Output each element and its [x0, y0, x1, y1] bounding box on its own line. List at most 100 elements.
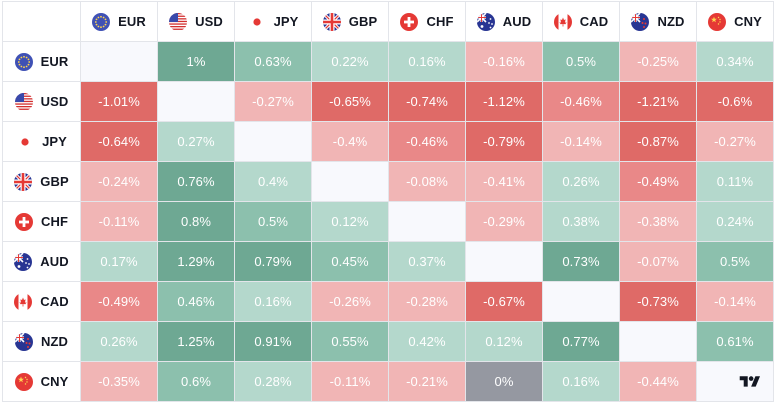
heatmap-cell-cad-eur[interactable]: -0.49% [81, 282, 158, 322]
heatmap-cell-gbp-cny[interactable]: 0.11% [697, 162, 774, 202]
row-header-eur[interactable]: EUR [3, 42, 81, 82]
row-header-cad[interactable]: CAD [3, 282, 81, 322]
heatmap-cell-gbp-eur[interactable]: -0.24% [81, 162, 158, 202]
cn-flag-icon [14, 372, 33, 391]
heatmap-cell-jpy-eur[interactable]: -0.64% [81, 122, 158, 162]
column-header-gbp[interactable]: GBP [312, 2, 389, 42]
heatmap-cell-nzd-usd[interactable]: 1.25% [158, 322, 235, 362]
heatmap-cell-cny-jpy[interactable]: 0.28% [235, 362, 312, 402]
heatmap-cell-nzd-gbp[interactable]: 0.55% [312, 322, 389, 362]
heatmap-cell-cad-nzd[interactable]: -0.73% [620, 282, 697, 322]
column-header-cny[interactable]: CNY [697, 2, 774, 42]
heatmap-cell-usd-jpy[interactable]: -0.27% [235, 82, 312, 122]
heatmap-cell-aud-eur[interactable]: 0.17% [81, 242, 158, 282]
heatmap-cell-chf-gbp[interactable]: 0.12% [312, 202, 389, 242]
column-header-jpy[interactable]: JPY [235, 2, 312, 42]
heatmap-cell-cny-nzd[interactable]: -0.44% [620, 362, 697, 402]
heatmap-cell-nzd-eur[interactable]: 0.26% [81, 322, 158, 362]
heatmap-diagonal-cell [620, 322, 697, 362]
tradingview-logo-icon[interactable] [739, 374, 761, 390]
column-header-eur[interactable]: EUR [81, 2, 158, 42]
heatmap-cell-gbp-nzd[interactable]: -0.49% [620, 162, 697, 202]
heatmap-cell-cad-aud[interactable]: -0.67% [466, 282, 543, 322]
heatmap-cell-usd-gbp[interactable]: -0.65% [312, 82, 389, 122]
row-header-jpy[interactable]: JPY [3, 122, 81, 162]
heatmap-cell-aud-gbp[interactable]: 0.45% [312, 242, 389, 282]
au-flag-icon [14, 252, 33, 271]
heatmap-cell-jpy-cny[interactable]: -0.27% [697, 122, 774, 162]
row-header-cny[interactable]: CNY [3, 362, 81, 402]
heatmap-cell-jpy-cad[interactable]: -0.14% [543, 122, 620, 162]
heatmap-cell-cny-gbp[interactable]: -0.11% [312, 362, 389, 402]
column-header-usd[interactable]: USD [158, 2, 235, 42]
heatmap-cell-aud-cny[interactable]: 0.5% [697, 242, 774, 282]
heatmap-cell-cny-aud[interactable]: 0% [466, 362, 543, 402]
heatmap-cell-jpy-gbp[interactable]: -0.4% [312, 122, 389, 162]
row-header-nzd[interactable]: NZD [3, 322, 81, 362]
heatmap-cell-gbp-cad[interactable]: 0.26% [543, 162, 620, 202]
heatmap-cell-aud-jpy[interactable]: 0.79% [235, 242, 312, 282]
heatmap-cell-eur-cad[interactable]: 0.5% [543, 42, 620, 82]
heatmap-cell-usd-aud[interactable]: -1.12% [466, 82, 543, 122]
column-header-chf[interactable]: CHF [389, 2, 466, 42]
eu-flag-icon [14, 52, 33, 71]
column-header-nzd[interactable]: NZD [620, 2, 697, 42]
heatmap-cell-nzd-cad[interactable]: 0.77% [543, 322, 620, 362]
row-header-aud[interactable]: AUD [3, 242, 81, 282]
heatmap-cell-nzd-aud[interactable]: 0.12% [466, 322, 543, 362]
heatmap-cell-eur-aud[interactable]: -0.16% [466, 42, 543, 82]
heatmap-cell-aud-cad[interactable]: 0.73% [543, 242, 620, 282]
heatmap-cell-aud-chf[interactable]: 0.37% [389, 242, 466, 282]
row-header-usd[interactable]: USD [3, 82, 81, 122]
heatmap-cell-gbp-chf[interactable]: -0.08% [389, 162, 466, 202]
heatmap-diagonal-cell [81, 42, 158, 82]
heatmap-cell-usd-cad[interactable]: -0.46% [543, 82, 620, 122]
heatmap-cell-chf-aud[interactable]: -0.29% [466, 202, 543, 242]
heatmap-cell-cny-cad[interactable]: 0.16% [543, 362, 620, 402]
row-header-gbp[interactable]: GBP [3, 162, 81, 202]
heatmap-cell-eur-gbp[interactable]: 0.22% [312, 42, 389, 82]
heatmap-cell-cad-jpy[interactable]: 0.16% [235, 282, 312, 322]
heatmap-cell-chf-jpy[interactable]: 0.5% [235, 202, 312, 242]
heatmap-cell-chf-eur[interactable]: -0.11% [81, 202, 158, 242]
heatmap-cell-chf-usd[interactable]: 0.8% [158, 202, 235, 242]
jp-flag-icon [247, 12, 266, 31]
heatmap-cell-gbp-usd[interactable]: 0.76% [158, 162, 235, 202]
column-header-cad[interactable]: CAD [543, 2, 620, 42]
heatmap-cell-cny-chf[interactable]: -0.21% [389, 362, 466, 402]
heatmap-cell-gbp-jpy[interactable]: 0.4% [235, 162, 312, 202]
heatmap-cell-eur-chf[interactable]: 0.16% [389, 42, 466, 82]
heatmap-cell-nzd-jpy[interactable]: 0.91% [235, 322, 312, 362]
heatmap-cell-aud-usd[interactable]: 1.29% [158, 242, 235, 282]
heatmap-cell-jpy-nzd[interactable]: -0.87% [620, 122, 697, 162]
heatmap-cell-chf-cad[interactable]: 0.38% [543, 202, 620, 242]
heatmap-cell-usd-nzd[interactable]: -1.21% [620, 82, 697, 122]
heatmap-cell-cad-chf[interactable]: -0.28% [389, 282, 466, 322]
heatmap-corner [3, 2, 81, 42]
heatmap-cell-usd-chf[interactable]: -0.74% [389, 82, 466, 122]
heatmap-cell-usd-eur[interactable]: -1.01% [81, 82, 158, 122]
heatmap-cell-cad-usd[interactable]: 0.46% [158, 282, 235, 322]
row-header-chf[interactable]: CHF [3, 202, 81, 242]
column-header-aud[interactable]: AUD [466, 2, 543, 42]
row-header-label: CHF [40, 214, 69, 229]
heatmap-cell-cny-eur[interactable]: -0.35% [81, 362, 158, 402]
heatmap-cell-jpy-usd[interactable]: 0.27% [158, 122, 235, 162]
column-header-label: AUD [502, 14, 532, 29]
heatmap-cell-chf-cny[interactable]: 0.24% [697, 202, 774, 242]
heatmap-cell-usd-cny[interactable]: -0.6% [697, 82, 774, 122]
heatmap-cell-chf-nzd[interactable]: -0.38% [620, 202, 697, 242]
heatmap-cell-nzd-cny[interactable]: 0.61% [697, 322, 774, 362]
heatmap-cell-gbp-aud[interactable]: -0.41% [466, 162, 543, 202]
heatmap-cell-cad-gbp[interactable]: -0.26% [312, 282, 389, 322]
heatmap-cell-jpy-aud[interactable]: -0.79% [466, 122, 543, 162]
heatmap-cell-cad-cny[interactable]: -0.14% [697, 282, 774, 322]
heatmap-cell-nzd-chf[interactable]: 0.42% [389, 322, 466, 362]
heatmap-cell-eur-cny[interactable]: 0.34% [697, 42, 774, 82]
heatmap-cell-eur-nzd[interactable]: -0.25% [620, 42, 697, 82]
heatmap-cell-cny-usd[interactable]: 0.6% [158, 362, 235, 402]
heatmap-cell-aud-nzd[interactable]: -0.07% [620, 242, 697, 282]
heatmap-cell-eur-usd[interactable]: 1% [158, 42, 235, 82]
heatmap-cell-eur-jpy[interactable]: 0.63% [235, 42, 312, 82]
heatmap-cell-jpy-chf[interactable]: -0.46% [389, 122, 466, 162]
